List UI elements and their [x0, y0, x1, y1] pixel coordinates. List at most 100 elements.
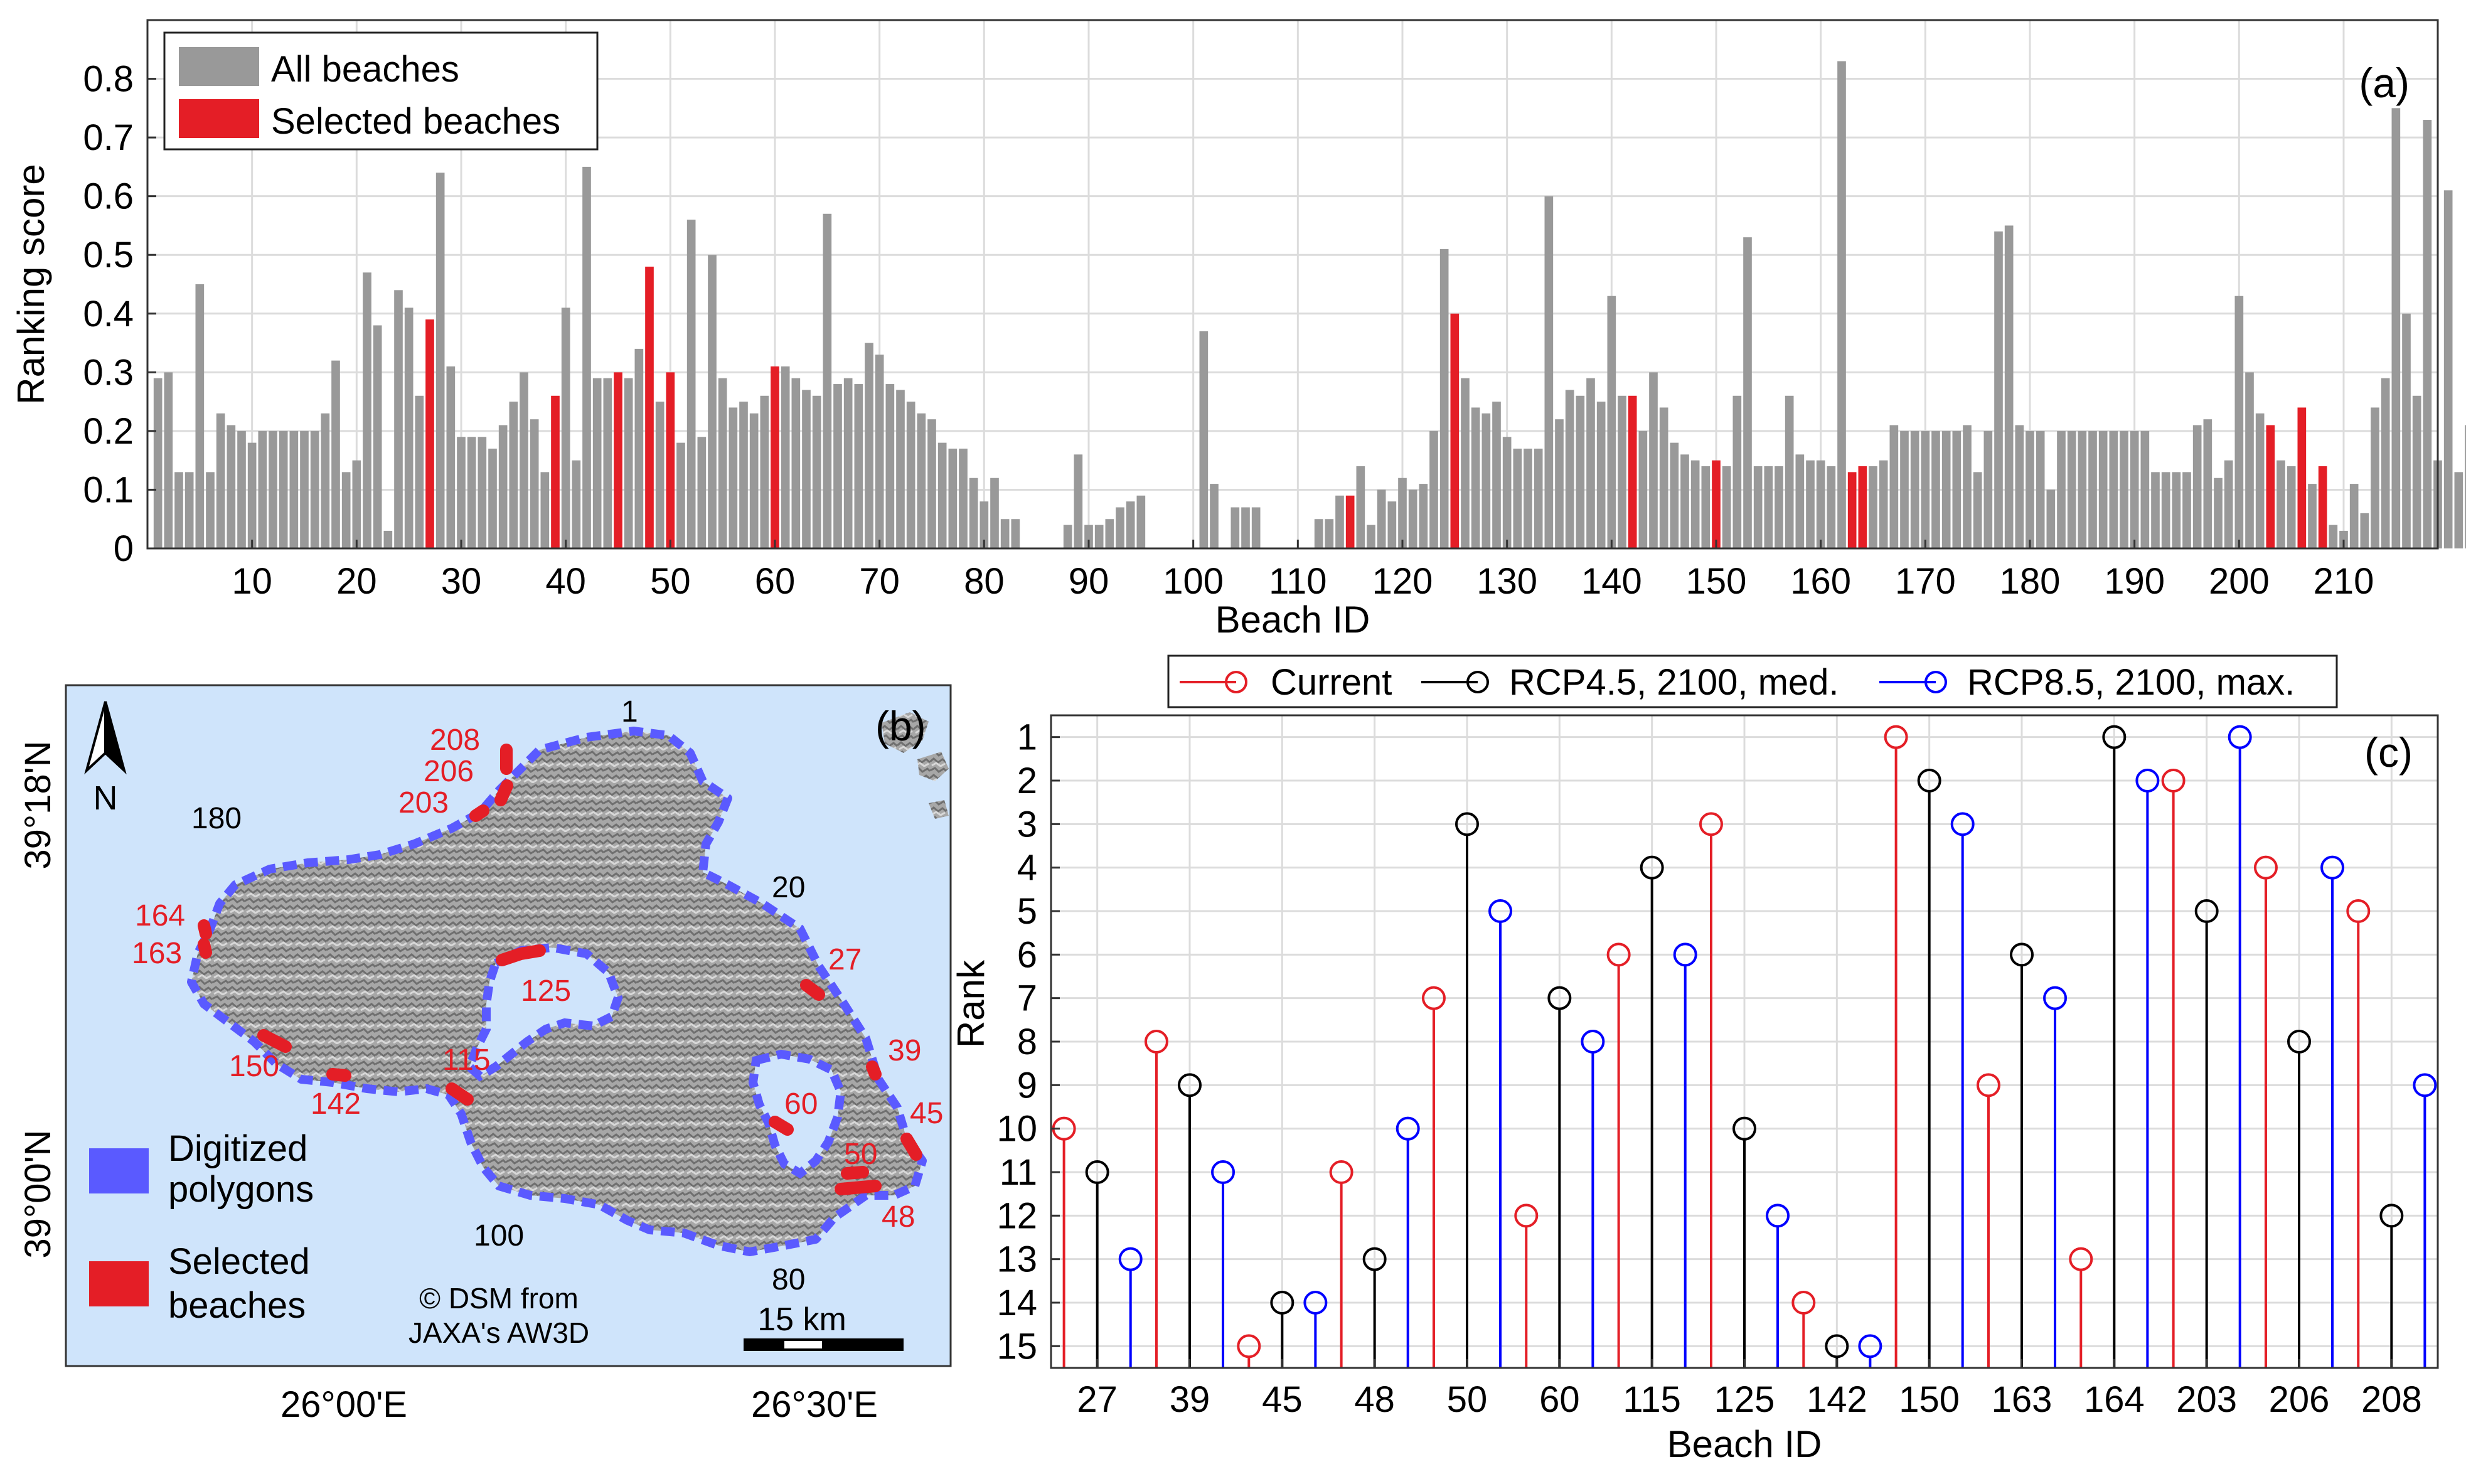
- bar-113: [1325, 519, 1334, 548]
- stem-marker-2-125: [1766, 1204, 1790, 1228]
- bar-90: [1084, 525, 1093, 548]
- stem-marker-0-60: [1514, 1204, 1539, 1228]
- bar-168: [1900, 430, 1909, 548]
- map-label-50: 50: [844, 1138, 877, 1171]
- bar-12: [269, 430, 277, 548]
- north-arrow-icon: N: [84, 701, 127, 817]
- panel-a-ytick-label: 0.1: [83, 469, 134, 510]
- bar-41: [572, 460, 581, 548]
- bar-53: [697, 437, 707, 548]
- bar-7: [216, 413, 225, 548]
- bar-16: [310, 430, 319, 548]
- stem-marker-2-45: [1303, 1291, 1328, 1315]
- bar-160: [1816, 460, 1825, 548]
- bar-selected-115: [1345, 495, 1355, 548]
- map-label-142: 142: [311, 1087, 361, 1121]
- bar-selected-27: [425, 319, 434, 548]
- bar-69: [865, 343, 873, 548]
- bar-34: [498, 425, 508, 548]
- panel-c-xtick-label: 60: [1539, 1379, 1580, 1420]
- scale-bar-segment: [784, 1341, 822, 1348]
- panel-c-xtick-label: 206: [2269, 1379, 2330, 1420]
- bar-selected-203: [2266, 425, 2275, 548]
- bar-64: [812, 395, 821, 548]
- bar-182: [2046, 489, 2056, 548]
- bar-83: [1011, 519, 1020, 548]
- map-credit-line2: JAXA's AW3D: [408, 1316, 589, 1349]
- panel-a-xlabel: Beach ID: [1215, 599, 1370, 641]
- legend-swatch-selected-map: [89, 1261, 149, 1306]
- bar-94: [1126, 501, 1135, 548]
- bar-93: [1116, 507, 1124, 548]
- panel-a-bar-chart: 10 20 30 40 50 60 70 80 90 100 110 120 130 140 150 160 1…: [10, 19, 2466, 641]
- bar-167: [1889, 425, 1899, 548]
- bar-133: [1534, 448, 1543, 548]
- panel-c-xtick-label: 150: [1899, 1379, 1960, 1420]
- bar-38: [540, 472, 550, 548]
- bar-61: [781, 366, 790, 548]
- panel-c-legend-box: [1167, 654, 2338, 708]
- bar-174: [1963, 425, 1972, 548]
- bar-195: [2182, 472, 2191, 548]
- bar-92: [1105, 519, 1114, 548]
- legend-swatch-all: [179, 47, 259, 86]
- map-beach-203: [469, 804, 489, 822]
- stem-marker-2-39: [1211, 1160, 1236, 1184]
- bar-15: [300, 430, 309, 548]
- bar-197: [2203, 419, 2212, 548]
- panel-c-ytick-label: 12: [996, 1195, 1037, 1236]
- panel-c-ytick-label: 1: [1017, 717, 1037, 758]
- stem-marker-1-115: [1640, 855, 1664, 880]
- bar-32: [478, 437, 487, 548]
- bar-22: [373, 325, 382, 548]
- bar-200: [2234, 296, 2244, 548]
- bar-188: [2109, 430, 2118, 548]
- bar-177: [1994, 231, 2003, 548]
- bar-9: [237, 430, 246, 548]
- bar-155: [1764, 466, 1773, 548]
- bar-106: [1251, 507, 1261, 548]
- stem-marker-2-208: [2413, 1073, 2437, 1097]
- panel-a-xtick-label: 60: [755, 561, 796, 602]
- map-label-125: 125: [521, 974, 571, 1008]
- bar-59: [760, 395, 769, 548]
- map-beach-60: [769, 1116, 794, 1136]
- map-label-203: 203: [398, 786, 449, 819]
- map-label-164: 164: [135, 899, 185, 932]
- map-beach-150: [257, 1029, 292, 1053]
- bar-21: [363, 272, 371, 548]
- stem-marker-2-115: [1673, 942, 1697, 967]
- panel-c-ytick-label: 10: [996, 1109, 1037, 1150]
- stem-marker-0-115: [1606, 942, 1631, 967]
- bar-186: [2088, 430, 2097, 548]
- bar-138: [1586, 378, 1595, 548]
- bar-42: [582, 166, 591, 548]
- bar-105: [1241, 507, 1250, 548]
- bar-199: [2224, 460, 2233, 548]
- bar-18: [331, 360, 340, 548]
- bar-157: [1785, 395, 1794, 548]
- panel-a-ylabel: Ranking score: [10, 164, 52, 405]
- stem-marker-0-48: [1329, 1160, 1353, 1184]
- lat-label-2: 39°00'N: [18, 1129, 58, 1258]
- map-label-150: 150: [229, 1050, 279, 1083]
- north-label: N: [93, 779, 118, 817]
- bar-121: [1408, 489, 1417, 548]
- bar-49: [655, 402, 665, 548]
- bar-8: [227, 425, 236, 548]
- panel-a-xtick-label: 90: [1069, 561, 1109, 602]
- stem-marker-0-164: [2069, 1247, 2093, 1271]
- bar-1: [153, 378, 163, 548]
- panel-c-xtick-label: 48: [1354, 1379, 1395, 1420]
- map-label-100: 100: [474, 1219, 524, 1252]
- stem-marker-1-150: [1917, 769, 1941, 793]
- map-label-208: 208: [430, 723, 480, 757]
- bar-202: [2255, 413, 2265, 548]
- bar-23: [383, 530, 393, 548]
- bar-149: [1701, 466, 1711, 548]
- bar-20: [352, 460, 361, 548]
- stem-marker-2-50: [1488, 899, 1513, 923]
- panel-a-ytick-label: 0: [114, 528, 134, 569]
- bar-81: [990, 478, 999, 548]
